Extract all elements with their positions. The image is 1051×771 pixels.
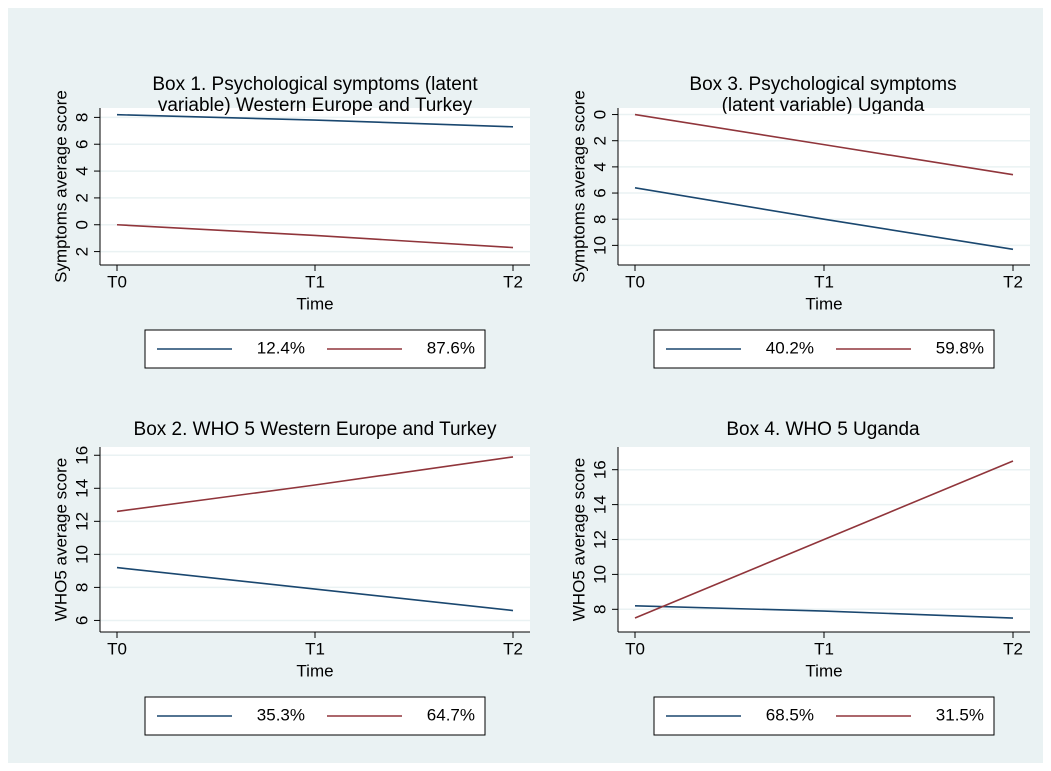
y-tick-label: 12 [72, 512, 91, 531]
y-tick-label: 2 [72, 193, 91, 202]
chart-title: Box 1. Psychological symptoms (latent [152, 74, 478, 95]
x-axis-title: Time [805, 661, 842, 680]
x-tick-label: T0 [107, 272, 127, 291]
x-tick-label: T1 [814, 639, 834, 658]
series-line [634, 113, 1014, 176]
y-tick-label: 0 [72, 220, 91, 229]
y-tick-label: 16 [72, 446, 91, 465]
y-tick-label: 10 [72, 545, 91, 564]
series-line [116, 223, 514, 249]
x-tick-label: T1 [305, 272, 325, 291]
x-tick-label: T0 [625, 272, 645, 291]
chart-title: Box 2. WHO 5 Western Europe and Turkey [134, 419, 497, 440]
x-tick-label: T2 [503, 272, 523, 291]
legend-label: 59.8% [936, 338, 984, 357]
y-tick-label: 8 [590, 605, 609, 614]
y-tick-label: 14 [72, 479, 91, 498]
y-tick-label: 8 [72, 583, 91, 592]
legend-label: 35.3% [257, 705, 305, 724]
x-axis-title: Time [296, 294, 333, 313]
series-line [634, 460, 1014, 619]
y-tick-label: 2 [72, 247, 91, 256]
y-tick-label: 2 [590, 136, 609, 145]
chart-title: variable) Western Europe and Turkey [158, 95, 473, 116]
y-tick-label: 6 [72, 139, 91, 148]
y-tick-label: 4 [72, 166, 91, 175]
legend-label: 68.5% [766, 705, 814, 724]
y-tick-label: 0 [590, 110, 609, 119]
chart-title: (latent variable) Uganda [722, 95, 925, 116]
y-tick-label: 12 [590, 530, 609, 549]
y-tick-label: 10 [590, 236, 609, 255]
x-tick-label: T1 [814, 272, 834, 291]
series-line [634, 187, 1014, 251]
y-tick-label: 14 [590, 495, 609, 514]
y-tick-label: 16 [590, 460, 609, 479]
series-line [116, 113, 514, 128]
series-line [116, 456, 514, 513]
y-tick-label: 8 [590, 214, 609, 223]
x-tick-label: T1 [305, 639, 325, 658]
series-line [634, 605, 1014, 619]
y-tick-label: 10 [590, 565, 609, 584]
legend-label: 12.4% [257, 338, 305, 357]
chart-title: Box 4. WHO 5 Uganda [726, 419, 920, 440]
plot-area [100, 108, 530, 265]
y-axis-title: WHO5 average score [51, 458, 70, 621]
legend-label: 64.7% [427, 705, 475, 724]
y-axis-title: Symptoms average score [51, 90, 70, 283]
x-axis-title: Time [296, 661, 333, 680]
plot-area [618, 108, 1030, 265]
x-axis-title: Time [805, 294, 842, 313]
plot-area [100, 447, 530, 632]
series-line [116, 566, 514, 612]
y-tick-label: 6 [72, 616, 91, 625]
y-axis-title: Symptoms average score [569, 90, 588, 283]
x-tick-label: T0 [625, 639, 645, 658]
legend-label: 87.6% [427, 338, 475, 357]
y-axis-title: WHO5 average score [569, 458, 588, 621]
legend-label: 31.5% [936, 705, 984, 724]
x-tick-label: T2 [503, 639, 523, 658]
x-tick-label: T2 [1003, 272, 1023, 291]
y-tick-label: 4 [590, 162, 609, 171]
legend-label: 40.2% [766, 338, 814, 357]
x-tick-label: T2 [1003, 639, 1023, 658]
y-tick-label: 8 [72, 113, 91, 122]
y-tick-label: 6 [590, 188, 609, 197]
chart-title: Box 3. Psychological symptoms [689, 74, 956, 95]
x-tick-label: T0 [107, 639, 127, 658]
